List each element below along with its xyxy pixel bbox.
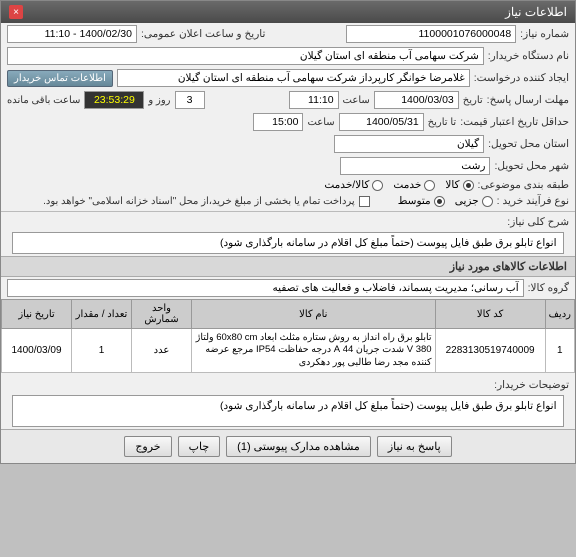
category-both-label: کالا/خدمت <box>324 179 369 191</box>
col-row: ردیف <box>545 300 574 329</box>
process-small-radio[interactable]: جزیی <box>455 195 493 207</box>
category-service-radio[interactable]: خدمت <box>393 179 435 191</box>
category-goods-radio[interactable]: کالا <box>445 179 473 191</box>
need-desc-field: انواع تابلو برق طبق فایل پیوست (حتماً مب… <box>12 232 563 254</box>
process-radio-group: جزیی متوسط <box>398 195 493 207</box>
close-icon[interactable]: × <box>9 5 23 19</box>
announce-label: تاریخ و ساعت اعلان عمومی: <box>141 28 265 40</box>
price-valid-date-prefix: تا تاریخ <box>428 117 457 128</box>
process-medium-radio[interactable]: متوسط <box>398 195 445 207</box>
radio-icon <box>434 196 445 207</box>
process-small-label: جزیی <box>455 195 479 207</box>
days-suffix: روز و <box>148 95 170 106</box>
print-button[interactable]: چاپ <box>178 436 221 457</box>
deadline-date-prefix: تاریخ <box>463 95 483 106</box>
items-section-header: اطلاعات کالاهای مورد نیاز <box>1 256 575 277</box>
need-number-field: 1100001076000048 <box>346 25 516 43</box>
titlebar: اطلاعات نیاز × <box>1 1 575 23</box>
deadline-time-field: 11:10 <box>289 91 339 109</box>
buyer-notes-field: انواع تابلو برق طبق فایل پیوست (حتماً مب… <box>12 395 563 427</box>
category-both-radio[interactable]: کالا/خدمت <box>324 179 383 191</box>
days-remaining-field: 3 <box>175 91 205 109</box>
contact-buyer-button[interactable]: اطلاعات تماس خریدار <box>7 70 113 87</box>
content-area: شماره نیاز: 1100001076000048 تاریخ و ساع… <box>1 23 575 463</box>
col-date: تاریخ نیاز <box>2 300 72 329</box>
process-medium-label: متوسط <box>398 195 431 207</box>
delivery-province-field: گیلان <box>334 135 484 153</box>
buyer-org-field: شرکت سهامی آب منطقه ای استان گیلان <box>7 47 484 65</box>
col-qty: تعداد / مقدار <box>72 300 132 329</box>
attachments-button[interactable]: مشاهده مدارک پیوستی (1) <box>226 436 371 457</box>
col-unit: واحد شمارش <box>132 300 192 329</box>
buyer-notes-label: توضیحات خریدار: <box>494 379 569 391</box>
partial-payment-label: پرداخت تمام یا بخشی از مبلغ خرید،از محل … <box>43 196 355 207</box>
process-label: نوع فرآیند خرید : <box>497 195 569 207</box>
price-valid-date-field: 1400/05/31 <box>339 113 424 131</box>
announce-field: 1400/02/30 - 11:10 <box>7 25 137 43</box>
need-info-window: اطلاعات نیاز × شماره نیاز: 1100001076000… <box>0 0 576 464</box>
exit-button[interactable]: خروج <box>124 436 171 457</box>
time-remaining-field: 23:53:29 <box>84 91 144 109</box>
radio-icon <box>372 180 383 191</box>
delivery-province-label: استان محل تحویل: <box>488 138 569 150</box>
group-field: آب رسانی؛ مدیریت پسماند، فاضلاب و فعالیت… <box>7 279 524 297</box>
need-desc-label: شرح کلی نیاز: <box>507 216 569 228</box>
cell-code: 2283130519740009 <box>435 329 545 373</box>
deadline-label: مهلت ارسال پاسخ: <box>487 94 569 106</box>
price-valid-time-field: 15:00 <box>253 113 303 131</box>
cell-row: 1 <box>545 329 574 373</box>
deadline-time-prefix: ساعت <box>343 95 370 106</box>
category-label: طبقه بندی موضوعی: <box>478 179 569 191</box>
radio-icon <box>424 180 435 191</box>
delivery-city-field: رشت <box>340 157 490 175</box>
category-goods-label: کالا <box>445 179 459 191</box>
window-title: اطلاعات نیاز <box>505 5 567 19</box>
cell-unit: عدد <box>132 329 192 373</box>
cell-qty: 1 <box>72 329 132 373</box>
creator-field: غلامرضا خوانگر کارپرداز شرکت سهامی آب من… <box>117 69 470 87</box>
table-header-row: ردیف کد کالا نام کالا واحد شمارش تعداد /… <box>2 300 575 329</box>
cell-date: 1400/03/09 <box>2 329 72 373</box>
col-code: کد کالا <box>435 300 545 329</box>
deadline-date-field: 1400/03/03 <box>374 91 459 109</box>
table-row[interactable]: 1 2283130519740009 تابلو برق راه انداز ب… <box>2 329 575 373</box>
radio-icon <box>482 196 493 207</box>
price-valid-label: حداقل تاریخ اعتبار قیمت: <box>460 116 569 128</box>
buyer-org-label: نام دستگاه خریدار: <box>488 50 569 62</box>
need-number-label: شماره نیاز: <box>520 28 569 40</box>
radio-icon <box>463 180 474 191</box>
cell-name: تابلو برق راه انداز به روش ستاره مثلث اب… <box>192 329 436 373</box>
col-name: نام کالا <box>192 300 436 329</box>
respond-button[interactable]: پاسخ به نیاز <box>377 436 452 457</box>
creator-label: ایجاد کننده درخواست: <box>474 72 569 84</box>
footer-bar: پاسخ به نیاز مشاهده مدارک پیوستی (1) چاپ… <box>1 429 575 463</box>
category-radio-group: کالا خدمت کالا/خدمت <box>324 179 473 191</box>
price-valid-time-prefix: ساعت <box>307 117 334 128</box>
group-label: گروه کالا: <box>528 282 569 294</box>
items-table: ردیف کد کالا نام کالا واحد شمارش تعداد /… <box>1 299 575 373</box>
category-service-label: خدمت <box>393 179 421 191</box>
partial-payment-checkbox[interactable] <box>359 196 370 207</box>
delivery-city-label: شهر محل تحویل: <box>494 160 569 172</box>
remaining-suffix: ساعت باقی مانده <box>7 95 80 106</box>
